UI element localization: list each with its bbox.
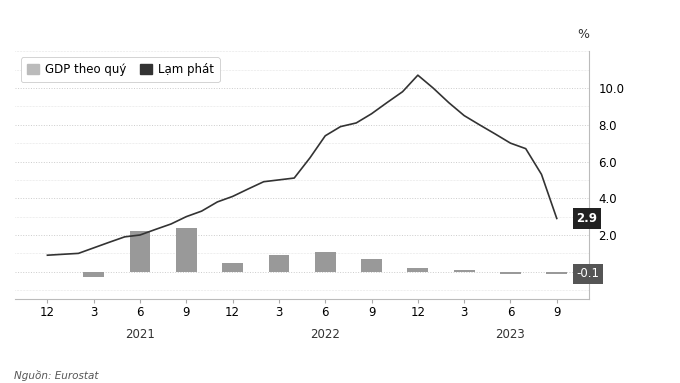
Bar bbox=[269, 255, 290, 272]
Text: 2.9: 2.9 bbox=[576, 212, 597, 225]
Text: -0.1: -0.1 bbox=[576, 267, 599, 280]
Bar bbox=[130, 231, 150, 272]
Bar bbox=[407, 268, 428, 272]
Text: 2021: 2021 bbox=[125, 328, 155, 341]
Bar bbox=[500, 272, 521, 273]
Bar bbox=[546, 272, 567, 273]
Bar bbox=[83, 272, 104, 277]
Bar bbox=[315, 252, 336, 272]
Bar bbox=[222, 263, 243, 272]
Text: 2022: 2022 bbox=[310, 328, 340, 341]
Bar bbox=[176, 228, 197, 272]
Text: %: % bbox=[577, 28, 589, 41]
Text: 2023: 2023 bbox=[496, 328, 526, 341]
Text: Nguồn: Eurostat: Nguồn: Eurostat bbox=[14, 370, 98, 381]
Bar bbox=[361, 259, 382, 272]
Bar bbox=[454, 270, 475, 272]
Legend: GDP theo quý, Lạm phát: GDP theo quý, Lạm phát bbox=[21, 57, 220, 82]
